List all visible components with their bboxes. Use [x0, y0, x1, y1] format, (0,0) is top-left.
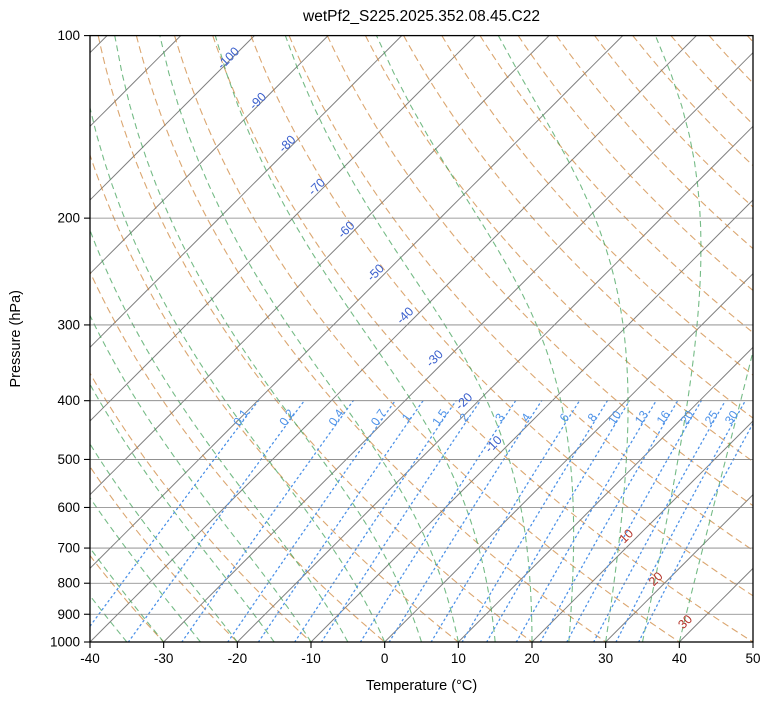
svg-text:wetPf2_S225.2025.352.08.45.C22: wetPf2_S225.2025.352.08.45.C22	[302, 8, 540, 25]
svg-text:10: 10	[451, 651, 466, 666]
svg-text:20: 20	[524, 651, 539, 666]
svg-text:700: 700	[57, 541, 80, 556]
svg-text:-30: -30	[154, 651, 174, 666]
svg-text:40: 40	[672, 651, 687, 666]
svg-text:-40: -40	[80, 651, 100, 666]
svg-text:800: 800	[57, 576, 80, 591]
svg-text:Pressure (hPa): Pressure (hPa)	[8, 290, 24, 388]
svg-text:1000: 1000	[50, 635, 80, 650]
svg-text:400: 400	[57, 393, 80, 408]
svg-text:0: 0	[381, 651, 389, 666]
svg-text:500: 500	[57, 452, 80, 467]
svg-text:30: 30	[598, 651, 613, 666]
svg-text:50: 50	[745, 651, 760, 666]
svg-text:200: 200	[57, 211, 80, 226]
svg-text:Temperature (°C): Temperature (°C)	[366, 678, 477, 694]
svg-text:100: 100	[57, 28, 80, 43]
svg-text:600: 600	[57, 500, 80, 515]
svg-text:-20: -20	[228, 651, 248, 666]
svg-text:900: 900	[57, 607, 80, 622]
svg-text:-10: -10	[301, 651, 321, 666]
svg-text:300: 300	[57, 317, 80, 332]
